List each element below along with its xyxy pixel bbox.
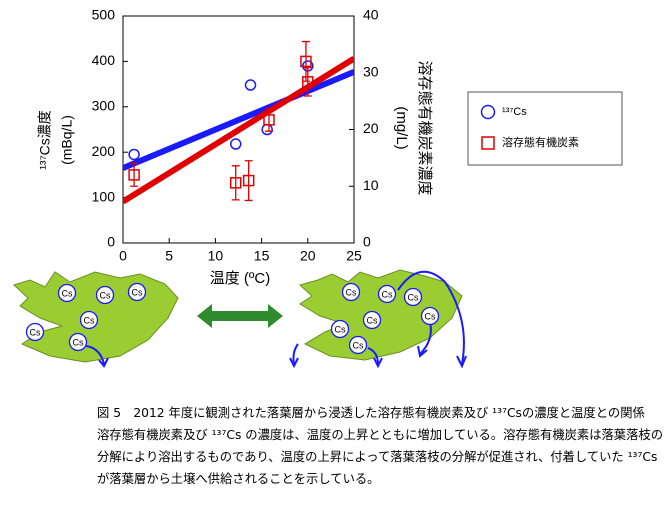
cs-particle xyxy=(403,287,423,307)
x-tick-label: 0 xyxy=(119,248,127,264)
fit-line xyxy=(123,56,354,205)
cs-label: Cs xyxy=(335,324,346,334)
cs-label: Cs xyxy=(367,315,378,325)
legend-box xyxy=(467,91,623,166)
y-axis-label: (mBq/L) xyxy=(59,115,75,165)
legend-label: ¹³⁷Cs xyxy=(502,106,527,118)
point xyxy=(229,138,242,150)
y2-axis-label: 溶存態有機炭素濃度 xyxy=(416,60,433,195)
x-tick-label: 10 xyxy=(208,248,224,264)
x-tick-label: 20 xyxy=(300,248,316,264)
point xyxy=(261,123,273,136)
cs-label: Cs xyxy=(353,340,364,350)
error-bar xyxy=(130,162,139,187)
cs-particle xyxy=(25,322,45,342)
cs-particle xyxy=(348,335,368,355)
point xyxy=(302,76,314,88)
cs-label: Cs xyxy=(382,289,393,299)
error-bar xyxy=(231,165,240,201)
point xyxy=(128,148,140,161)
y-tick-label: 100 xyxy=(92,188,116,204)
y2-tick-label: 20 xyxy=(363,120,379,136)
caption-title: 図 5 2012 年度に観測された落葉層から浸透した溶存態有機炭素及び ¹³⁷C… xyxy=(97,406,645,420)
cs-label: Cs xyxy=(73,337,84,347)
x-tick-label: 15 xyxy=(254,248,270,264)
y-axis-label: ¹³⁷Cs濃度 xyxy=(37,110,53,170)
legend-label: 溶存態有機炭素 xyxy=(502,135,579,149)
cs-particle xyxy=(127,282,147,302)
fit-line xyxy=(123,69,354,171)
y-tick-label: 300 xyxy=(92,98,116,114)
cs-particle xyxy=(68,332,88,352)
y-tick-label: 400 xyxy=(92,52,116,68)
cs-particle xyxy=(330,319,350,339)
y-tick-label: 500 xyxy=(92,7,116,23)
y-tick-label: 0 xyxy=(107,234,115,250)
legend-marker xyxy=(480,104,496,120)
y2-tick-label: 10 xyxy=(363,177,379,193)
error-bar xyxy=(303,66,312,97)
point xyxy=(263,114,275,126)
y2-tick-label: 30 xyxy=(363,63,379,79)
cs-label: Cs xyxy=(132,287,143,297)
cs-label: Cs xyxy=(408,292,419,302)
cs-particle xyxy=(95,285,115,305)
point xyxy=(242,174,255,187)
cs-label: Cs xyxy=(84,315,95,325)
point xyxy=(229,177,242,189)
point xyxy=(128,169,140,181)
double-arrow xyxy=(197,304,283,328)
cs-particle xyxy=(79,310,99,330)
x-tick-label: 25 xyxy=(346,248,362,264)
cs-particle xyxy=(341,282,361,302)
cs-particle xyxy=(420,306,440,326)
error-bar xyxy=(244,160,253,202)
cs-label: Cs xyxy=(100,290,111,300)
y-tick-label: 200 xyxy=(92,143,116,159)
caption: 図 5 2012 年度に観測された落葉層から浸透した溶存態有機炭素及び ¹³⁷C… xyxy=(97,402,663,490)
point xyxy=(244,79,257,91)
cs-particle xyxy=(57,283,77,303)
point xyxy=(300,55,312,68)
y2-tick-label: 40 xyxy=(363,7,379,23)
caption-body: 溶存態有機炭素及び ¹³⁷Cs の濃度は、温度の上昇とともに増加している。溶存態… xyxy=(97,428,663,486)
x-axis-label: 温度 (ºC) xyxy=(210,270,270,287)
y2-axis-label: (mg/L) xyxy=(393,106,410,149)
cs-particle xyxy=(377,284,397,304)
legend-marker xyxy=(481,136,495,150)
cs-label: Cs xyxy=(30,327,41,337)
error-bar xyxy=(264,107,273,132)
cs-label: Cs xyxy=(346,287,357,297)
x-tick-label: 5 xyxy=(165,248,173,264)
cs-label: Cs xyxy=(62,288,73,298)
chart: 温度 (ºC) ¹³⁷Cs濃度 (mBq/L) 溶存態有機炭素濃度 (mg/L)… xyxy=(13,7,623,369)
cs-label: Cs xyxy=(425,311,436,321)
cs-particle xyxy=(362,310,382,330)
y2-tick-label: 0 xyxy=(363,234,371,250)
